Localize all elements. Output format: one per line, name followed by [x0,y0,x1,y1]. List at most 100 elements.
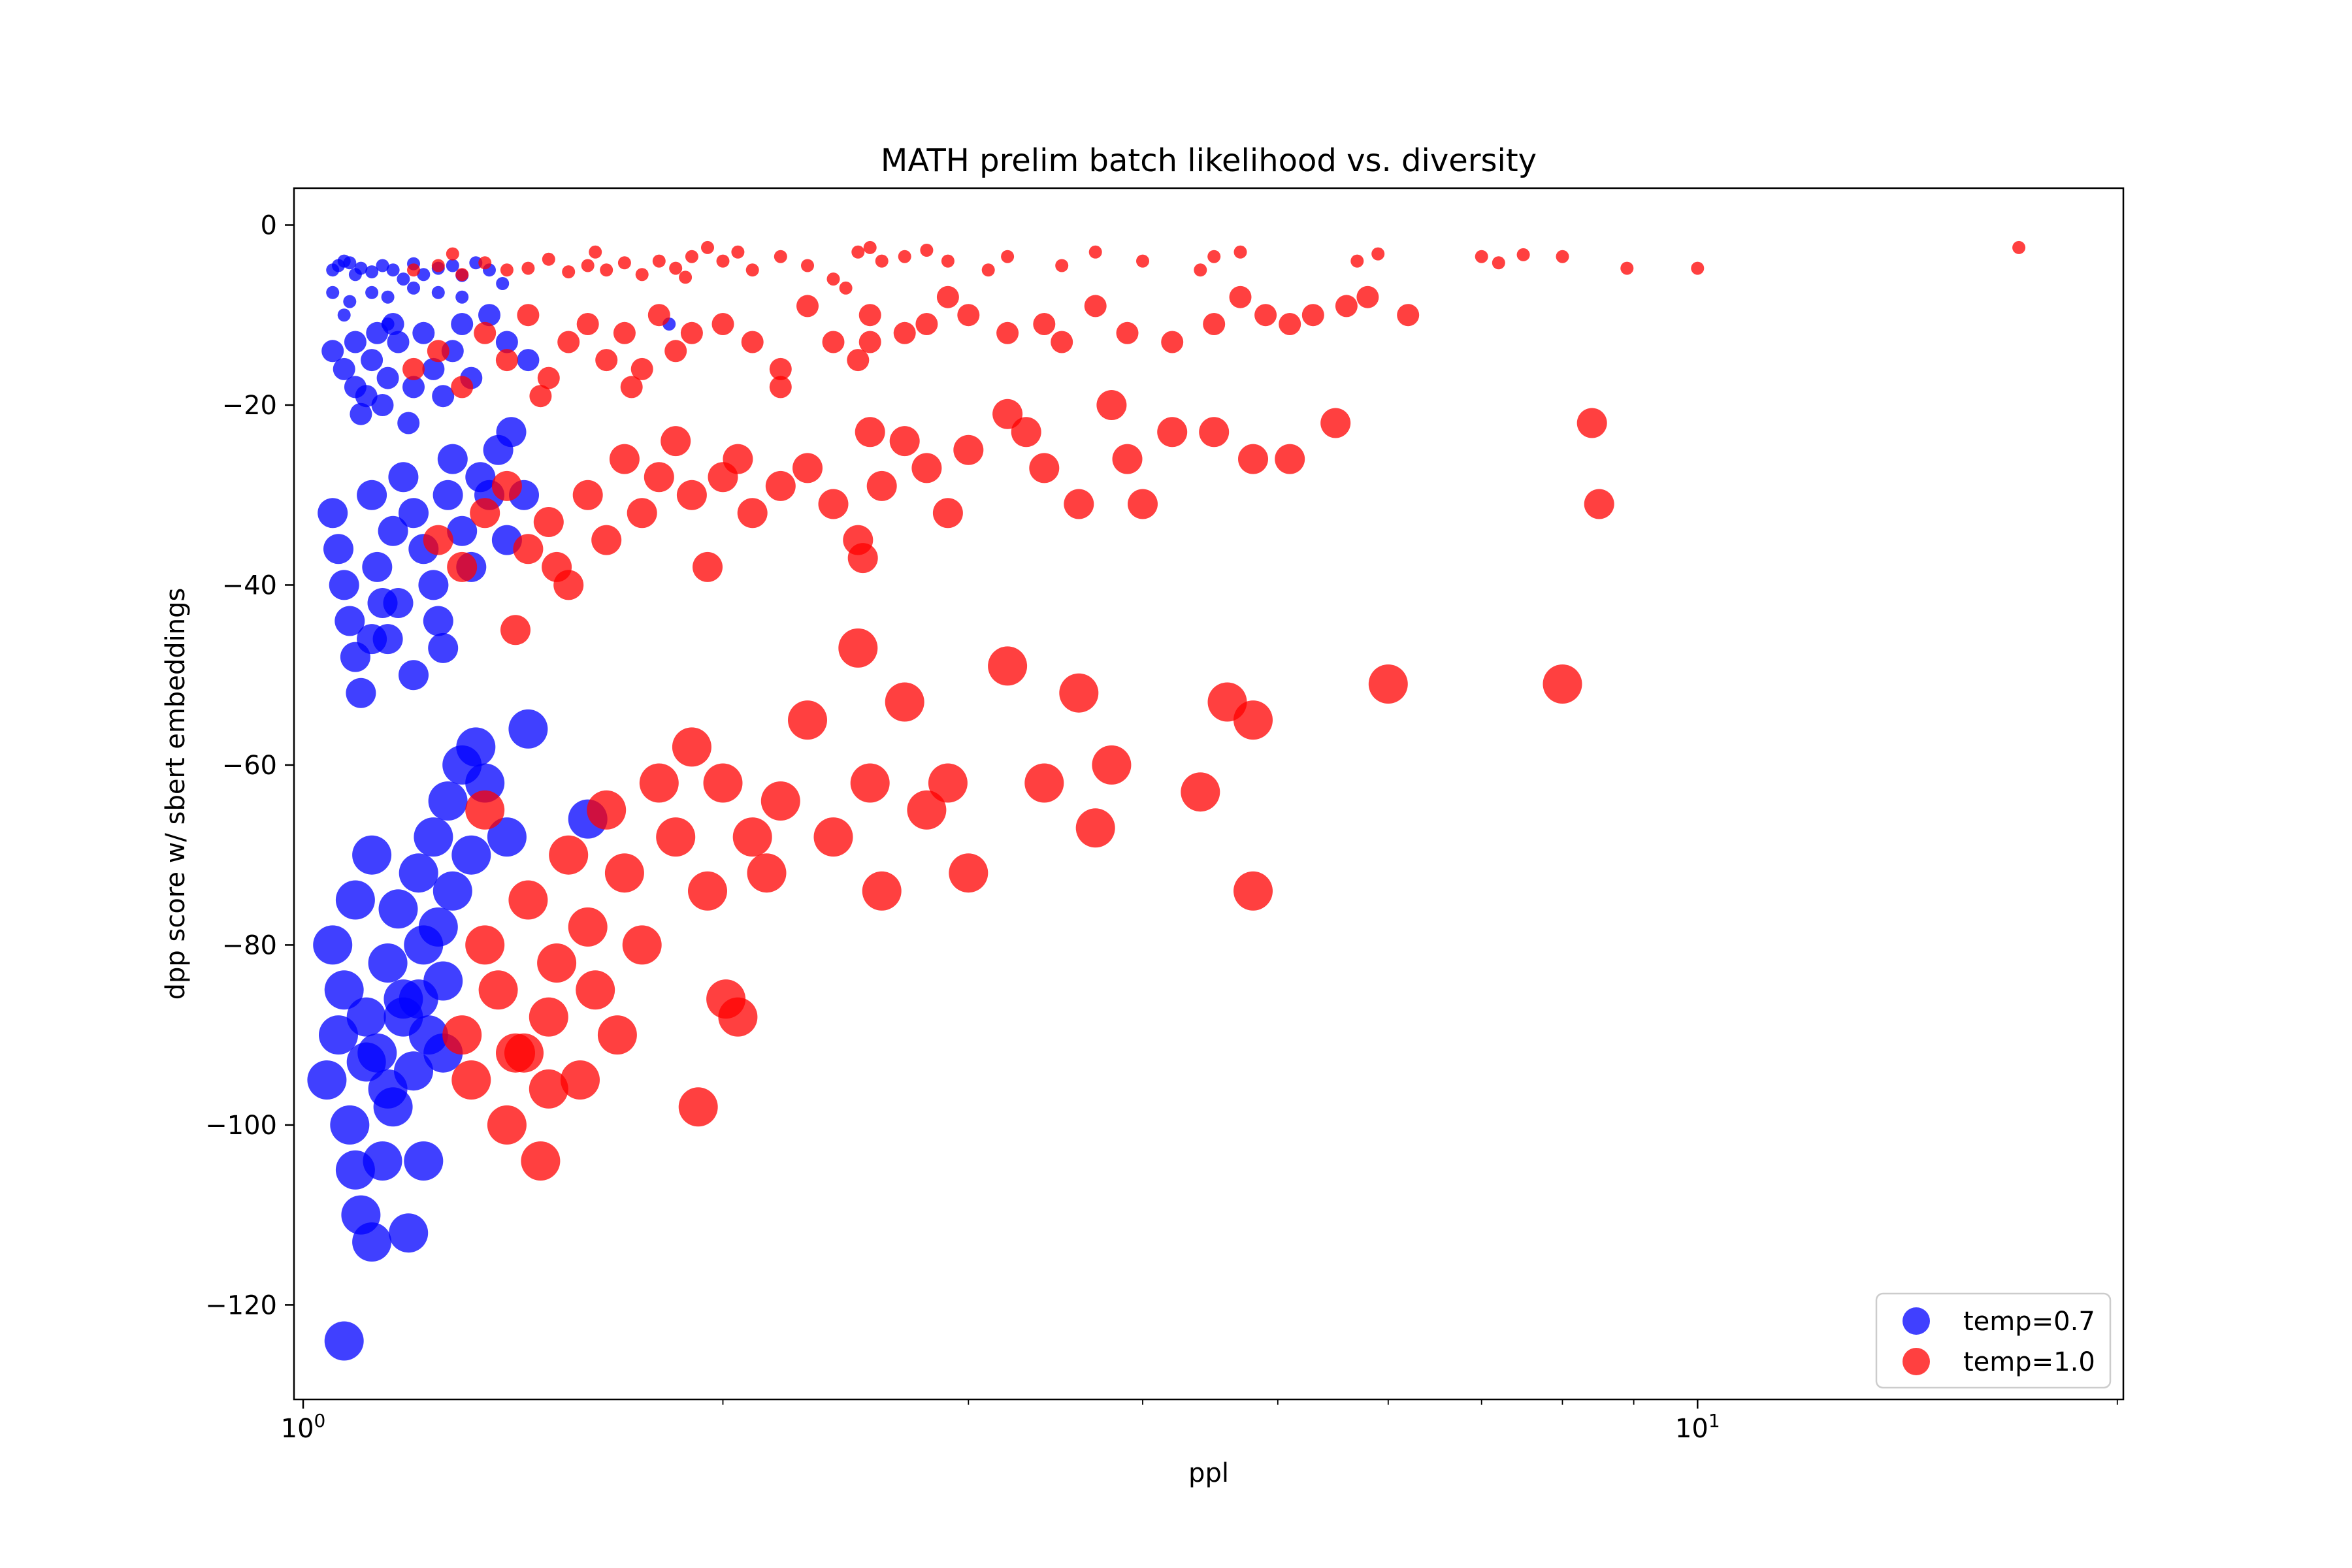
data-point [1092,745,1132,785]
data-point [318,498,348,529]
data-point [451,313,474,335]
data-point [368,943,408,983]
data-point [504,1033,544,1073]
data-point [889,426,920,457]
data-point [521,1141,561,1181]
data-point [412,321,435,344]
data-point [418,570,449,600]
data-point [644,462,674,493]
data-point [572,480,603,510]
data-point [381,290,395,304]
data-point [397,272,410,286]
data-point [1096,390,1127,420]
data-point [620,376,643,399]
legend-label-temp-0.7: temp=0.7 [1963,1307,2095,1337]
data-point [478,304,500,327]
data-point [319,1015,358,1055]
data-point [350,402,372,425]
data-point [920,244,934,257]
data-point [850,763,890,803]
data-point [1051,331,1073,353]
data-point [1492,256,1505,270]
data-point [679,270,693,284]
legend: temp=0.7 temp=1.0 [1875,1292,2112,1389]
data-point [500,615,531,645]
data-point [431,259,445,272]
data-point [357,624,387,655]
data-point [487,817,527,857]
data-point [669,261,683,275]
data-point [1075,808,1115,848]
data-point [362,551,393,582]
data-point [352,835,392,875]
data-point [788,700,827,740]
data-point [357,480,387,510]
data-point [1279,313,1301,335]
x-axis-label: ppl [1188,1458,1229,1488]
data-point [562,265,576,279]
data-point [346,997,386,1037]
data-point [1001,250,1015,263]
data-point [344,331,367,353]
data-point [851,245,865,259]
series-temp=0.7 [307,254,676,1361]
data-point [521,261,535,275]
data-point [732,817,772,857]
data-point [1356,286,1379,308]
data-point [549,835,589,875]
data-point [368,1069,408,1109]
data-point [371,394,394,416]
data-point [407,263,420,277]
data-point [428,632,459,663]
data-point [330,1105,370,1145]
data-point [402,357,425,380]
data-point [417,268,431,282]
data-point [1199,417,1230,448]
data-point [491,470,522,501]
data-point [313,925,353,965]
data-point [1064,489,1094,519]
data-point [1181,772,1220,812]
data-point [387,331,410,353]
data-point [465,925,505,965]
data-point [627,498,657,529]
data-point [1275,444,1305,474]
data-point [496,417,527,448]
data-point [847,543,878,574]
data-point [600,263,613,277]
data-point [329,570,359,600]
data-point [822,331,845,353]
data-point [365,286,379,299]
data-point [561,1060,600,1100]
data-point [433,480,463,510]
data-point [455,268,469,282]
data-point [826,272,840,286]
data-point [388,462,419,493]
data-point [863,240,877,254]
data-point [446,247,459,261]
data-point [630,357,653,380]
data-point [1084,295,1107,318]
data-point [469,256,483,270]
data-point [470,498,500,529]
y-tick-label: −60 [222,751,277,781]
data-point [858,304,881,327]
data-point [1516,248,1530,261]
data-point [1128,489,1158,519]
plot-frame [293,187,2125,1401]
data-point [1033,313,1056,335]
data-point [866,470,897,501]
data-point [597,1015,637,1055]
data-point [941,254,955,268]
data-point [335,606,365,636]
data-point [508,709,548,749]
data-point [747,853,787,893]
data-point [433,871,472,911]
legend-label-temp-1.0: temp=1.0 [1963,1347,2095,1377]
data-point [557,331,580,353]
data-point [386,263,400,277]
data-point [664,340,687,363]
data-point [858,331,881,353]
data-point [1543,664,1582,704]
